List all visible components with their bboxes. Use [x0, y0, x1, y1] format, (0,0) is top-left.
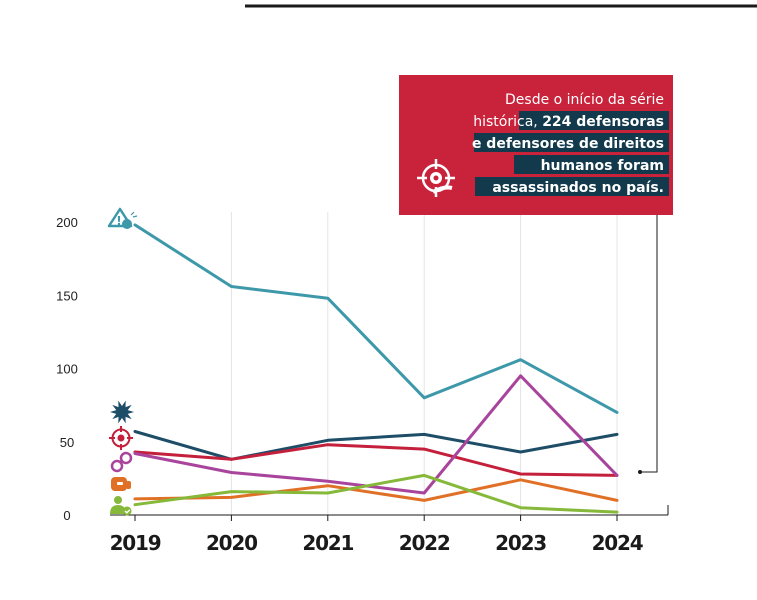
handcuffs-icon [110, 451, 133, 473]
callout-line-4: humanos foram [541, 158, 664, 174]
x-axis: 2019 2020 2021 2022 2023 2024 [110, 505, 669, 555]
callout-connector [640, 215, 658, 473]
series-line-5 [133, 478, 619, 502]
series-line-3 [133, 443, 619, 477]
x-tick-label: 2020 [206, 531, 257, 555]
person-check-icon [110, 496, 132, 516]
y-tick-label: 0 [63, 508, 70, 523]
warning-alert-icon: ! [107, 207, 138, 229]
y-tick-label: 200 [56, 215, 78, 230]
x-tick-label: 2024 [592, 531, 643, 555]
x-tick-label: 2021 [302, 531, 353, 555]
series-line-4 [133, 374, 619, 495]
gridlines [230, 212, 618, 515]
connector-dot [638, 470, 642, 474]
callout-line-5: assassinados no país. [492, 180, 664, 196]
x-tick-label: 2019 [110, 531, 161, 555]
series-line-6 [133, 473, 619, 514]
callout-line-3: e defensores de direitos [472, 136, 664, 152]
series-lines [133, 223, 619, 514]
x-tick-label: 2023 [495, 531, 546, 555]
y-tick-label: 150 [56, 288, 78, 303]
y-axis: 0 50 100 150 200 [56, 215, 668, 523]
svg-text:!: ! [116, 214, 121, 228]
y-tick-label: 50 [60, 435, 74, 450]
hand-icon [111, 477, 131, 491]
explosion-icon [110, 400, 134, 424]
x-tick-label: 2022 [399, 531, 450, 555]
callout-box: Desde o início da série histórica, 224 d… [399, 75, 673, 215]
series-line-1 [133, 223, 619, 414]
callout-line-1: Desde o início da série [505, 92, 664, 108]
y-tick-label: 100 [56, 362, 78, 377]
crosshair-target-icon [109, 426, 133, 450]
callout-line-2: histórica, 224 defensoras [473, 114, 664, 130]
series-icons: ! [107, 207, 138, 516]
crosshair-target-icon [417, 159, 455, 197]
series-line-2 [133, 430, 619, 461]
